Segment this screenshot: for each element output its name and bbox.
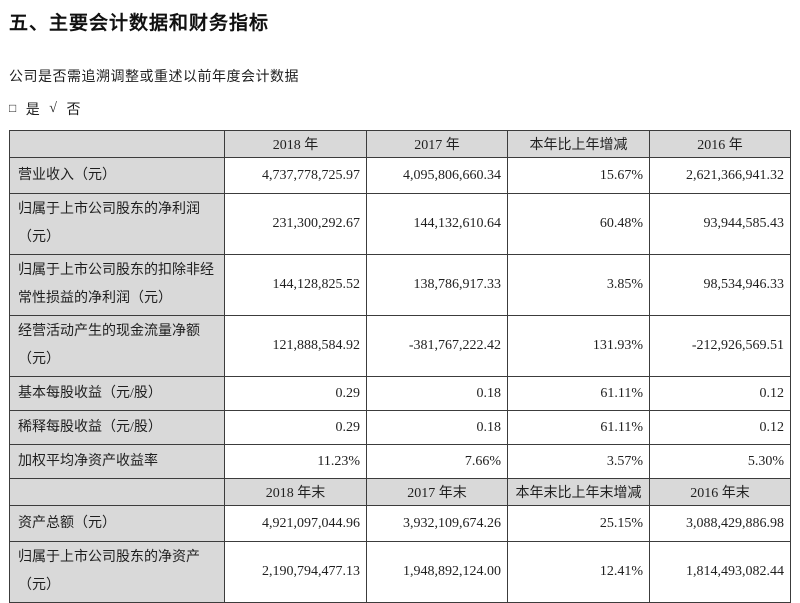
cell-change: 60.48%	[507, 193, 650, 255]
cell-change: 3.57%	[507, 444, 650, 479]
cell-2017: 138,786,917.33	[366, 254, 508, 316]
header-2017: 2017 年	[366, 130, 508, 158]
restatement-question: 公司是否需追溯调整或重述以前年度会计数据	[9, 70, 299, 85]
cell-2016: 1,814,493,082.44	[649, 541, 791, 603]
header-year-end-change: 本年末比上年末增减	[507, 478, 650, 506]
cell-2018: 4,737,778,725.97	[224, 157, 367, 194]
cell-2016: 0.12	[649, 376, 791, 411]
section-title: 五、主要会计数据和财务指标	[9, 13, 270, 34]
cell-2016: 5.30%	[649, 444, 791, 479]
cell-2016: 93,944,585.43	[649, 193, 791, 255]
cell-2018: 231,300,292.67	[224, 193, 367, 255]
header-2018: 2018 年	[224, 130, 367, 158]
cell-change: 15.67%	[507, 157, 650, 194]
header-blank-cell	[9, 478, 225, 506]
row-label: 归属于上市公司股东的净资产（元）	[9, 541, 225, 603]
header-2016-end: 2016 年末	[649, 478, 791, 506]
cell-2017: 4,095,806,660.34	[366, 157, 508, 194]
header-yoy-change: 本年比上年增减	[507, 130, 650, 158]
cell-2018: 11.23%	[224, 444, 367, 479]
cell-change: 131.93%	[507, 315, 650, 377]
cell-2018: 4,921,097,044.96	[224, 505, 367, 542]
cell-2018: 144,128,825.52	[224, 254, 367, 316]
cell-2017: 0.18	[366, 410, 508, 445]
yes-label: 是	[25, 103, 41, 118]
table-row-net-assets: 归属于上市公司股东的净资产（元） 2,190,794,477.13 1,948,…	[9, 541, 791, 603]
cell-2016: 0.12	[649, 410, 791, 445]
table-header-row-year-end: 2018 年末 2017 年末 本年末比上年末增减 2016 年末	[9, 478, 791, 506]
table-row-operating-cash-flow: 经营活动产生的现金流量净额（元） 121,888,584.92 -381,767…	[9, 315, 791, 377]
header-2016: 2016 年	[649, 130, 791, 158]
yes-checkbox-icon: □	[9, 100, 17, 115]
no-label: 否	[66, 103, 81, 118]
table-header-row-annual: 2018 年 2017 年 本年比上年增减 2016 年	[9, 130, 791, 158]
row-label: 基本每股收益（元/股）	[9, 376, 225, 411]
cell-change: 12.41%	[507, 541, 650, 603]
cell-2017: -381,767,222.42	[366, 315, 508, 377]
cell-2017: 7.66%	[366, 444, 508, 479]
table-row-weighted-avg-roe: 加权平均净资产收益率 11.23% 7.66% 3.57% 5.30%	[9, 444, 791, 479]
cell-2018: 0.29	[224, 376, 367, 411]
cell-2016: 98,534,946.33	[649, 254, 791, 316]
cell-2018: 121,888,584.92	[224, 315, 367, 377]
cell-change: 25.15%	[507, 505, 650, 542]
cell-change: 61.11%	[507, 376, 650, 411]
row-label: 归属于上市公司股东的净利润（元）	[9, 193, 225, 255]
table-row-net-profit-excl-nonrecurring: 归属于上市公司股东的扣除非经常性损益的净利润（元） 144,128,825.52…	[9, 254, 791, 316]
cell-change: 61.11%	[507, 410, 650, 445]
cell-2018: 2,190,794,477.13	[224, 541, 367, 603]
cell-2016: 3,088,429,886.98	[649, 505, 791, 542]
cell-2016: -212,926,569.51	[649, 315, 791, 377]
table-row-total-assets: 资产总额（元） 4,921,097,044.96 3,932,109,674.2…	[9, 505, 791, 542]
cell-2017: 1,948,892,124.00	[366, 541, 508, 603]
header-2017-end: 2017 年末	[366, 478, 508, 506]
financial-indicators-table: 2018 年 2017 年 本年比上年增减 2016 年 营业收入（元） 4,7…	[9, 130, 791, 603]
table-row-net-profit: 归属于上市公司股东的净利润（元） 231,300,292.67 144,132,…	[9, 193, 791, 255]
table-row-revenue: 营业收入（元） 4,737,778,725.97 4,095,806,660.3…	[9, 157, 791, 194]
cell-2017: 0.18	[366, 376, 508, 411]
row-label: 资产总额（元）	[9, 505, 225, 542]
table-row-diluted-eps: 稀释每股收益（元/股） 0.29 0.18 61.11% 0.12	[9, 410, 791, 445]
header-2018-end: 2018 年末	[224, 478, 367, 506]
header-blank-cell	[9, 130, 225, 158]
cell-2016: 2,621,366,941.32	[649, 157, 791, 194]
cell-2018: 0.29	[224, 410, 367, 445]
row-label: 加权平均净资产收益率	[9, 444, 225, 479]
table-row-basic-eps: 基本每股收益（元/股） 0.29 0.18 61.11% 0.12	[9, 376, 791, 411]
row-label: 营业收入（元）	[9, 157, 225, 194]
row-label: 稀释每股收益（元/股）	[9, 410, 225, 445]
row-label: 经营活动产生的现金流量净额（元）	[9, 315, 225, 377]
row-label: 归属于上市公司股东的扣除非经常性损益的净利润（元）	[9, 254, 225, 316]
restatement-options: □ 是 √ 否	[9, 99, 791, 119]
cell-2017: 144,132,610.64	[366, 193, 508, 255]
no-check-icon: √	[49, 101, 58, 116]
cell-change: 3.85%	[507, 254, 650, 316]
cell-2017: 3,932,109,674.26	[366, 505, 508, 542]
